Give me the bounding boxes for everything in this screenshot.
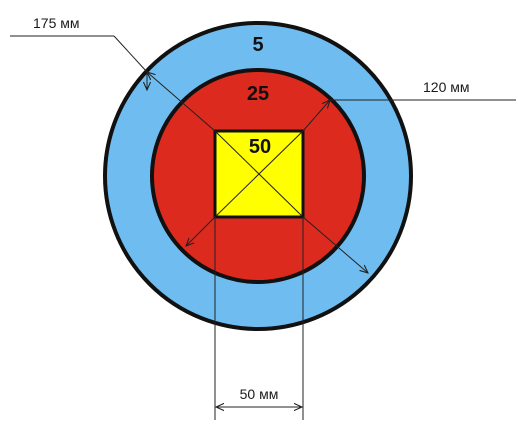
middle-diameter-label: 120 мм	[423, 79, 470, 95]
outer-score-label: 5	[252, 34, 263, 56]
middle-score-label: 25	[247, 83, 269, 105]
middle-diameter-arrow-1	[302, 100, 330, 132]
square-width-label: 50 мм	[240, 386, 279, 402]
middle-diameter-arrow-2	[186, 216, 216, 246]
square-diagonal-2	[214, 130, 304, 218]
outer-diameter-line	[113, 35, 148, 73]
outer-diameter-arrow-2	[147, 72, 216, 132]
center-score-label: 50	[249, 136, 271, 158]
outer-diameter-arrow-3	[302, 216, 368, 273]
outer-diameter-label: 175 мм	[33, 15, 80, 31]
